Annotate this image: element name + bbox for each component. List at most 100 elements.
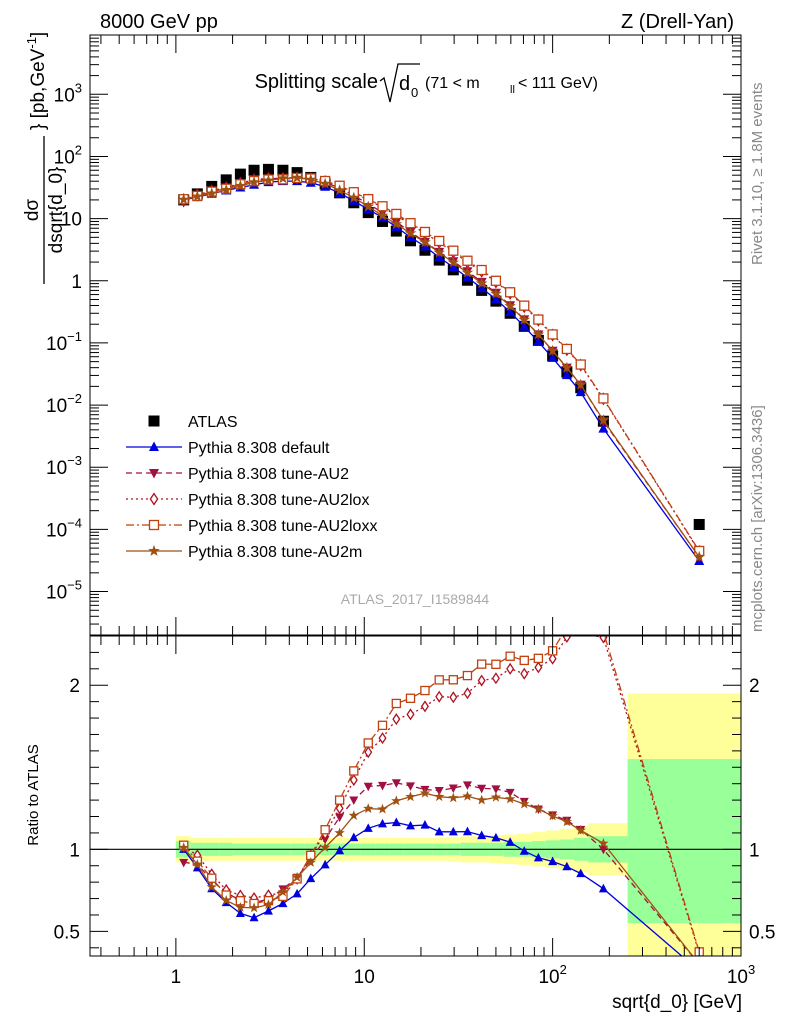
ratio-point-au2lox-11 [335, 802, 344, 815]
ytick-label-base: 10 [54, 147, 75, 168]
ratio-point-au2m-6 [263, 899, 274, 910]
ratio-point-au2lox-20 [463, 687, 472, 700]
ratio-point-au2m-14 [377, 803, 388, 814]
xtick-label-base: 10 [538, 967, 559, 988]
main-title-range-sub: ll [510, 84, 515, 96]
ratio-point-au2lox-14 [378, 732, 387, 745]
ratio-point-default-19 [448, 826, 458, 836]
ratio-point-default-17 [420, 820, 430, 829]
point-au2loxx-20 [462, 255, 473, 266]
ratio-point-au2loxx-23 [505, 651, 515, 661]
ratio-point-au2loxx-17 [420, 685, 430, 696]
point-au2m-12 [348, 191, 360, 203]
ratio-point-au2-14 [378, 781, 388, 791]
ratio-point-default-11 [335, 845, 345, 855]
ytick-label-exp: −1 [67, 329, 82, 344]
xtick-label-base: 10 [727, 967, 748, 988]
ytick-label-base: 10 [46, 583, 67, 604]
legend-label-atlas: ATLAS [188, 414, 238, 431]
ratio-point-au2loxx-20 [462, 670, 473, 681]
ytick-label-exp: −2 [67, 391, 82, 406]
ytick-label-ratio-right-0: 0.5 [749, 922, 775, 943]
xtick-label-exp: 3 [748, 962, 755, 977]
ratio-point-au2m-21 [476, 794, 487, 805]
ytick-label-main-6: 10 [61, 210, 82, 231]
ytick-label-ratio-right-1: 1 [749, 840, 760, 861]
point-au2m-23 [504, 300, 516, 311]
ratio-point-au2lox-27 [562, 636, 571, 643]
rivet-label: Rivet 3.1.10, ≥ 1.8M events [749, 83, 766, 266]
ratio-point-au2loxx-13 [363, 738, 373, 748]
ytick-label-exp: 3 [75, 80, 82, 95]
xtick-label-2: 102 [538, 962, 566, 988]
ytick-label-base: 10 [46, 334, 67, 355]
point-au2m-16 [404, 227, 417, 239]
point-au2m-26 [546, 344, 559, 356]
mcplots-label: mcplots.cern.ch [arXiv:1306.3436] [749, 405, 766, 632]
point-au2loxx-17 [419, 226, 431, 238]
point-default-24 [519, 321, 530, 331]
ratio-point-au2m-2 [206, 881, 217, 892]
point-au2m-10 [319, 177, 331, 189]
ratio-point-default-16 [406, 820, 416, 830]
ratio-point-default-12 [349, 832, 359, 842]
ratio-point-default-24 [519, 846, 529, 855]
point-default-29 [598, 423, 609, 433]
ratio-series-layer [178, 636, 704, 956]
ratio-point-au2loxx-24 [519, 655, 529, 666]
ratio-point-default-7 [278, 898, 288, 908]
ratio-point-default-9 [306, 873, 316, 883]
main-ylabel-unit-sup: -1 [24, 37, 39, 49]
point-au2m-27 [561, 361, 573, 373]
point-au2m-15 [390, 218, 403, 229]
header-right: Z (Drell-Yan) [621, 11, 734, 33]
ratio-point-au2m-18 [434, 791, 445, 802]
main-ylabel-unit-brace: } [28, 124, 49, 130]
ratio-point-au2lox-15 [392, 713, 401, 726]
point-au2loxx-27 [561, 343, 573, 355]
main-title-sqrt-sub: 0 [411, 85, 418, 100]
ytick-label-main-2: 10−3 [46, 453, 82, 479]
ratio-point-au2lox-21 [477, 674, 486, 687]
point-au2m-11 [333, 184, 346, 196]
ratio-point-au2-20 [462, 781, 472, 790]
ratio-point-au2m-17 [419, 787, 431, 798]
ratio-point-au2loxx-21 [476, 659, 487, 669]
ratio-point-default-6 [263, 906, 273, 915]
ratio-point-au2m-15 [391, 795, 402, 806]
ratio-point-default-27 [562, 861, 572, 871]
point-au2loxx-28 [575, 359, 586, 370]
legend-marker-au2 [149, 469, 159, 479]
ytick-label-main-5: 1 [71, 272, 82, 293]
point-au2loxx-19 [448, 245, 459, 256]
ratio-point-au2m-26 [547, 810, 558, 821]
ratio-point-default-8 [292, 888, 302, 898]
ytick-label-main-4: 10−1 [46, 329, 82, 355]
legend-marker-au2m [148, 545, 160, 556]
sqrt-symbol [379, 63, 420, 103]
ratio-point-au2m-27 [561, 816, 572, 827]
ratio-point-default-26 [548, 856, 558, 866]
ratio-point-default-20 [462, 826, 472, 836]
main-ylabel-num: dσ [22, 199, 43, 222]
ratio-point-au2m-8 [291, 871, 303, 882]
point-au2m-4 [234, 179, 247, 191]
ratio-point-au2-0 [179, 858, 189, 868]
ratio-point-au2loxx-14 [377, 720, 388, 731]
ytick-label-base: 10 [46, 396, 67, 417]
point-atlas-7 [277, 164, 289, 176]
main-ylabel-unit-end: ] [28, 32, 49, 37]
ratio-point-au2m-28 [575, 824, 586, 835]
ytick-label-main-3: 10−2 [46, 391, 82, 417]
legend-label-au2: Pythia 8.308 tune-AU2 [188, 466, 349, 483]
ratio-point-au2lox-18 [435, 690, 444, 703]
x-axis-label: sqrt{d_0} [GeV] [612, 992, 742, 1013]
ratio-point-au2-18 [434, 786, 444, 796]
legend-marker-au2loxx [148, 519, 160, 531]
point-atlas-5 [248, 164, 260, 176]
ytick-label-main-0: 10−5 [46, 578, 82, 604]
ratio-point-au2m-12 [348, 810, 359, 820]
ratio-point-au2-11 [335, 813, 345, 823]
point-default-28 [575, 386, 586, 397]
